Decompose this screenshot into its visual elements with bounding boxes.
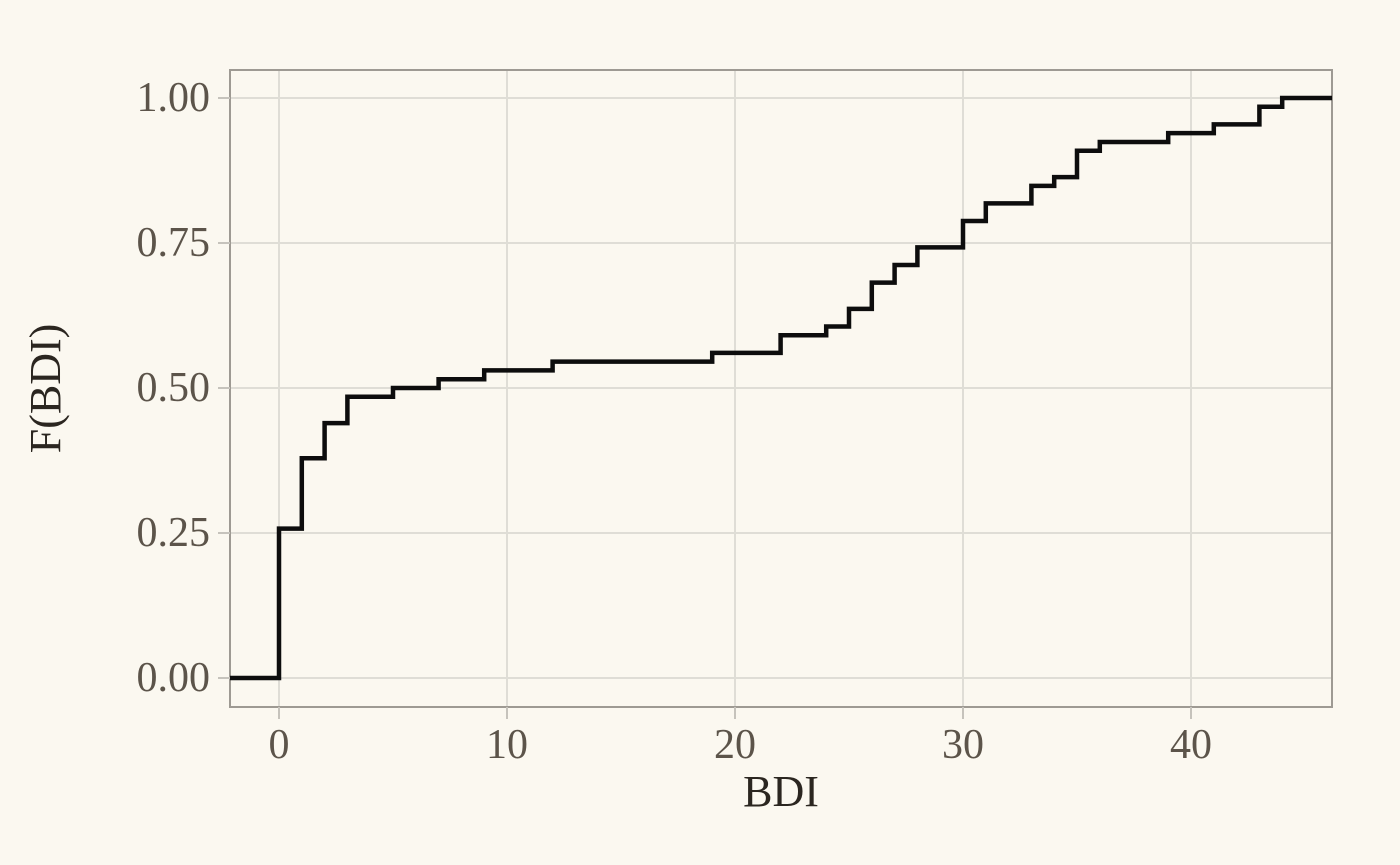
y-tick-label: 0.00: [137, 655, 211, 701]
ecdf-step-line: [230, 95, 1332, 681]
x-axis-title: BDI: [743, 767, 819, 816]
y-tick-label: 0.25: [137, 510, 211, 556]
y-tick-label: 1.00: [137, 75, 211, 121]
x-tick-label: 10: [486, 722, 528, 768]
x-tick-label: 20: [714, 722, 756, 768]
y-tick-label: 0.50: [137, 365, 211, 411]
y-tick-labels: 0.00 0.25 0.50 0.75 1.00: [137, 75, 211, 701]
x-tick-label: 0: [269, 722, 290, 768]
x-tick-label: 30: [942, 722, 984, 768]
y-axis-title: F(BDI): [21, 324, 70, 454]
axis-ticks: [218, 97, 1192, 719]
x-tick-labels: 0 10 20 30 40: [269, 722, 1213, 768]
gridlines: [230, 70, 1332, 707]
y-tick-label: 0.75: [137, 220, 211, 266]
x-tick-label: 40: [1170, 722, 1212, 768]
